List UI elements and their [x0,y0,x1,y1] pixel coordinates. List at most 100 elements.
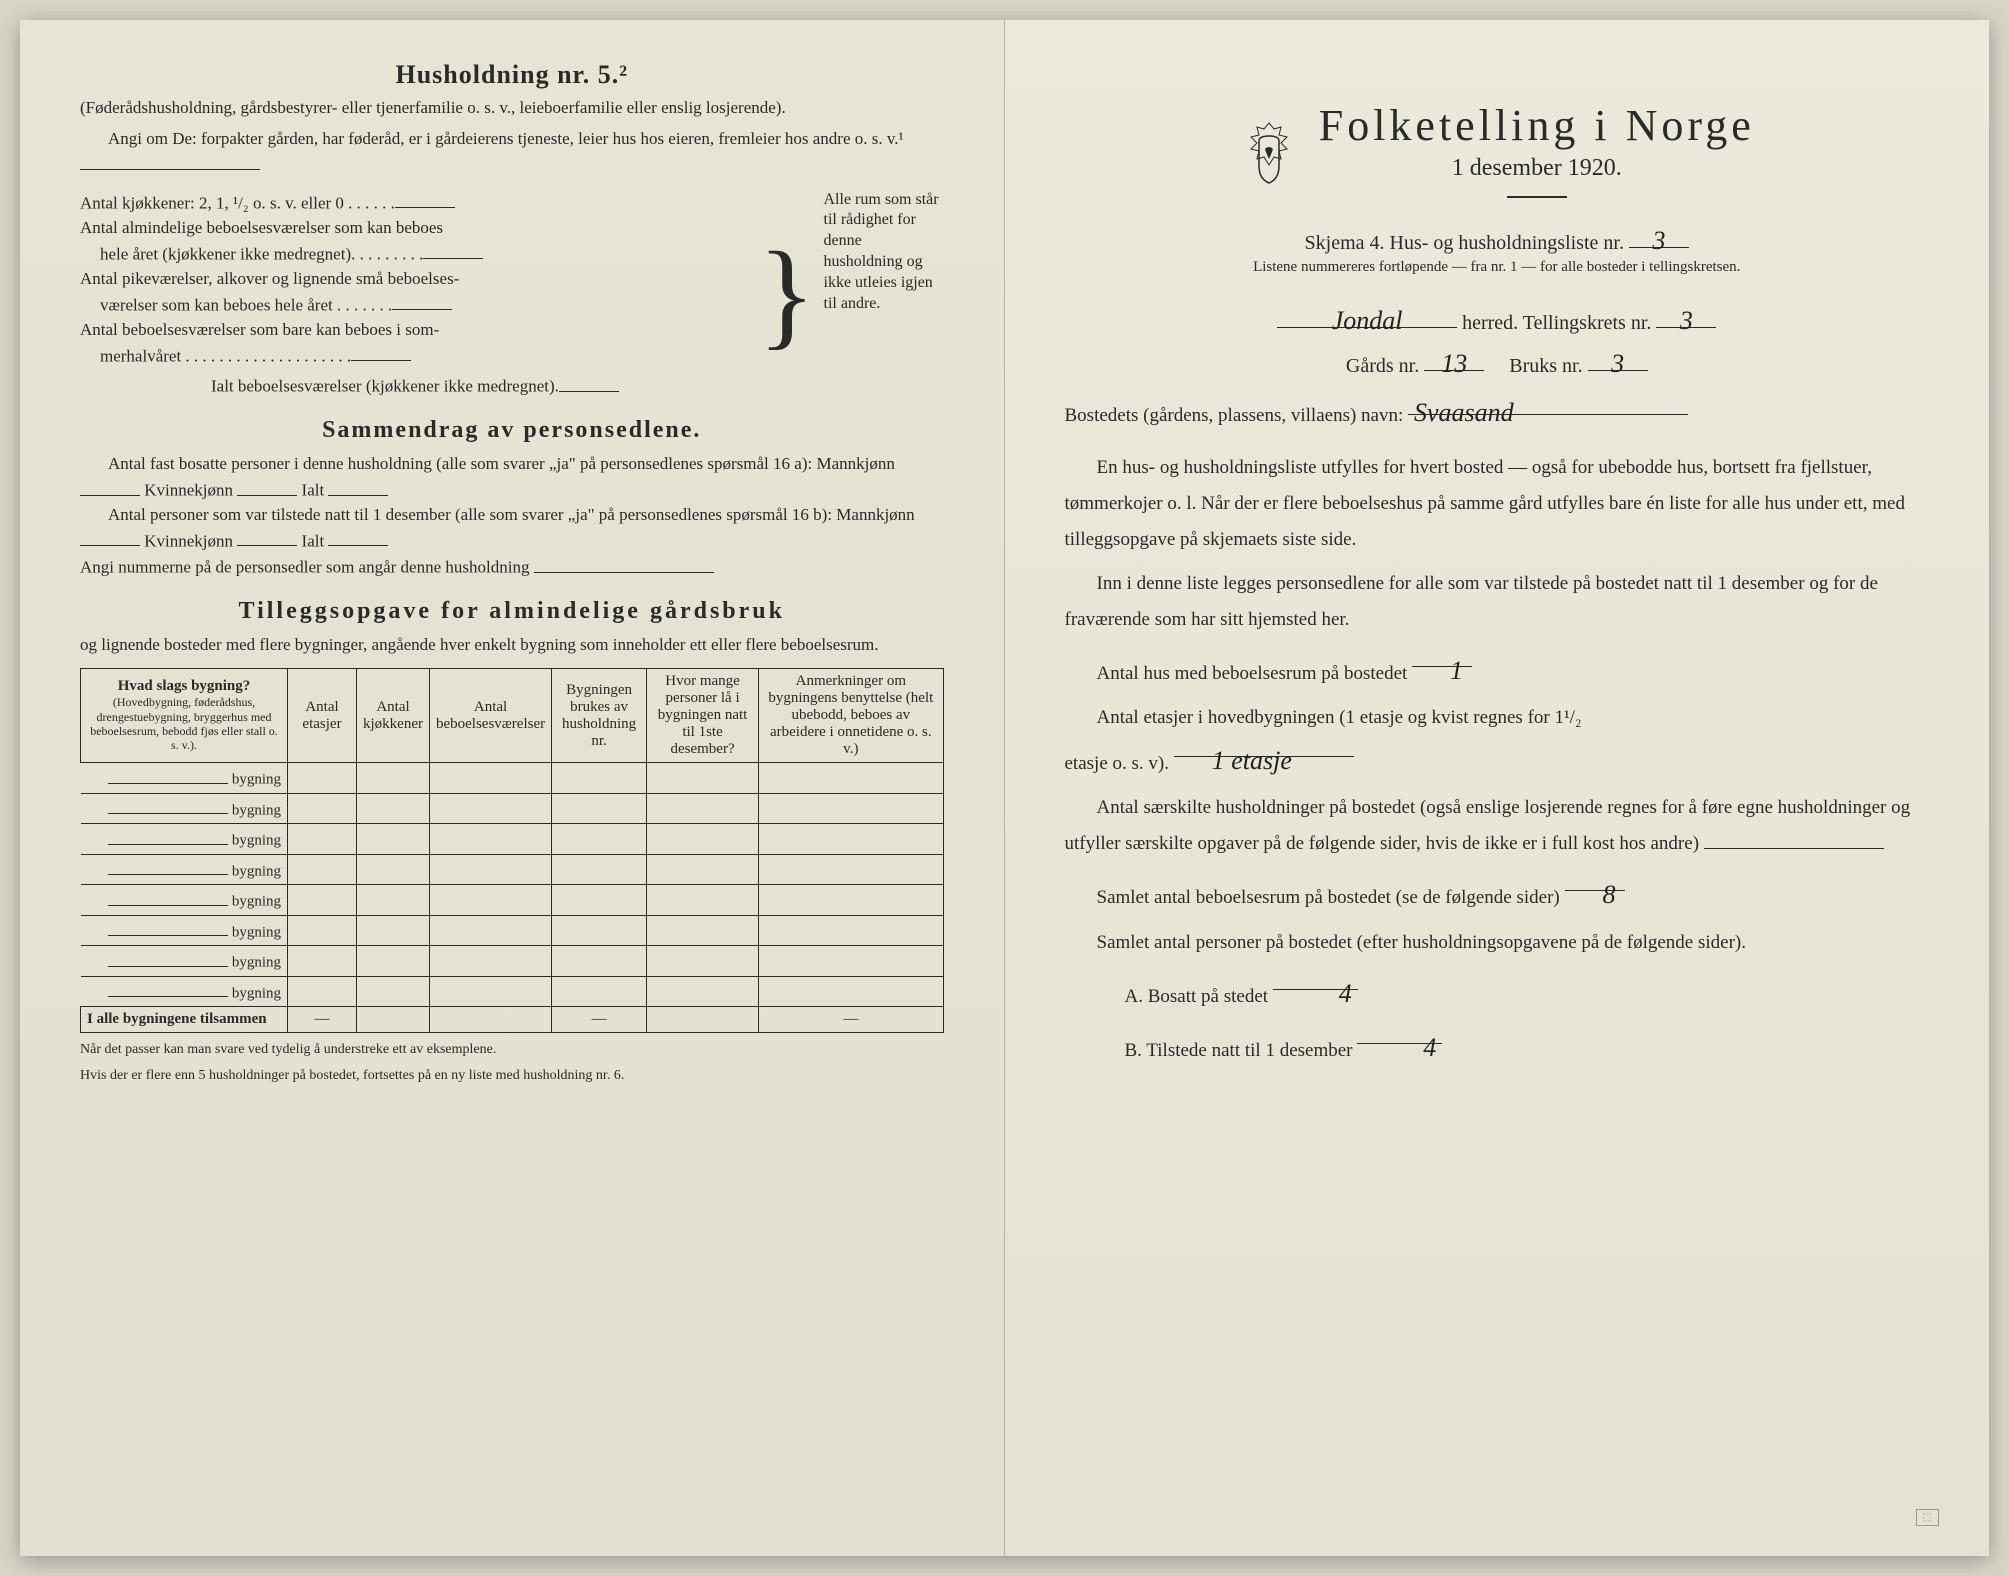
empty-cell [357,824,430,855]
empty-cell [647,793,759,824]
empty-cell [288,885,357,916]
empty-cell [429,885,551,916]
empty-cell [429,915,551,946]
blank [395,190,455,209]
empty-cell [429,946,551,977]
gards-label: Gårds nr. [1346,355,1419,377]
empty-cell [552,915,647,946]
h5-angi: Angi om De: forpakter gården, har føderå… [108,129,904,148]
tillegg-title: Tilleggsopgave for almindelige gårdsbruk [80,598,944,625]
bygning-cell: bygning [81,885,288,916]
q4: Samlet antal beboelsesrum på bostedet (s… [1097,887,1560,908]
samm-l3: Angi nummerne på de personsedler som ang… [80,558,529,577]
empty-cell [357,763,430,794]
k3a: Antal pikeværelser, alkover og lignende … [80,267,750,292]
bruks-val: 3 [1605,349,1630,378]
empty-cell [647,763,759,794]
empty-cell [647,854,759,885]
th3: Antal kjøkkener [357,669,430,763]
dash: — [288,1007,357,1033]
q4-val: 8 [1597,880,1622,909]
dash: — [552,1007,647,1033]
bygning-cell: bygning [81,824,288,855]
empty-cell [552,946,647,977]
k4b: merhalvåret . . . . . . . . . . . . . . … [100,346,351,365]
ialt2: Ialt [302,531,325,550]
th6: Hvor mange personer lå i bygningen natt … [647,669,759,763]
q1: Antal hus med beboelsesrum på bostedet [1097,663,1408,684]
skjema-label: Skjema 4. Hus- og husholdningsliste nr. [1305,232,1624,254]
table-row: bygning [81,946,944,977]
para1: En hus- og husholdningsliste utfylles fo… [1065,450,1930,558]
herred-val: Jondal [1326,306,1409,335]
empty-cell [288,793,357,824]
empty-cell [759,885,943,916]
print-mark: ⬚ [1916,1509,1939,1526]
empty-cell [429,763,551,794]
k-total: Ialt beboelsesværelser (kjøkkener ikke m… [211,377,559,396]
th1: Hvad slags bygning? [87,678,281,695]
blank [328,477,388,496]
samm-l2: Antal personer som var tilstede natt til… [108,505,915,524]
empty-cell [357,885,430,916]
footnote2: Hvis der er flere enn 5 husholdninger på… [80,1067,944,1085]
herred-label: herred. Tellingskrets nr. [1462,312,1651,334]
dash: — [759,1007,943,1033]
empty-cell [429,854,551,885]
coat-of-arms-icon [1239,121,1299,191]
husholdning-5-title: Husholdning nr. 5.² [80,60,944,90]
empty-cell [759,824,943,855]
blank [80,528,140,547]
samm-l1: Antal fast bosatte personer i denne hush… [108,454,895,473]
empty-cell [288,946,357,977]
blank-line [80,151,260,170]
empty-cell [647,946,759,977]
qA-val: 4 [1333,979,1358,1008]
empty-cell [288,976,357,1007]
bygning-cell: bygning [81,976,288,1007]
blank [351,343,411,362]
empty-cell [759,793,943,824]
bosted-val: Svaasand [1408,398,1520,427]
listene: Listene nummereres fortløpende — fra nr.… [1065,259,1930,276]
kvinne2: Kvinnekjønn [144,531,233,550]
k2b: hele året (kjøkkener ikke medregnet). . … [100,244,423,263]
empty-cell [647,915,759,946]
empty-cell [288,915,357,946]
th5: Bygningen brukes av husholdning nr. [552,669,647,763]
table-row: bygning [81,763,944,794]
empty-cell [357,976,430,1007]
q2-val: 1 etasje [1206,746,1298,775]
empty-cell [759,854,943,885]
empty-cell [647,976,759,1007]
h5-parenthesis: (Føderådshusholdning, gårdsbestyrer- ell… [80,96,944,121]
empty-cell [429,976,551,1007]
table-row: bygning [81,824,944,855]
document-spread: Husholdning nr. 5.² (Føderådshusholdning… [20,20,1989,1556]
th7: Anmerkninger om bygningens benyttelse (h… [759,669,943,763]
empty-cell [429,793,551,824]
q2b: etasje o. s. v). [1065,753,1169,774]
blank [534,554,714,573]
skjema-val: 3 [1646,226,1671,255]
k4a: Antal beboelsesværelser som bare kan beb… [80,318,750,343]
bygning-cell: bygning [81,915,288,946]
empty-cell [552,976,647,1007]
empty-cell [552,854,647,885]
date: 1 desember 1920. [1319,155,1755,182]
empty-cell [288,763,357,794]
table-row: bygning [81,793,944,824]
main-title: Folketelling i Norge [1319,100,1755,151]
qB: B. Tilstede natt til 1 desember [1125,1040,1353,1061]
qA: A. Bosatt på stedet [1125,986,1269,1007]
blank [80,477,140,496]
bygning-cell: bygning [81,946,288,977]
table-row: bygning [81,976,944,1007]
bosted-label: Bostedets (gårdens, plassens, villaens) … [1065,405,1404,426]
kvinne: Kvinnekjønn [144,481,233,500]
qB-val: 4 [1417,1033,1442,1062]
th4: Antal beboelsesværelser [429,669,551,763]
table-row: bygning [81,915,944,946]
bygning-cell: bygning [81,854,288,885]
divider [1507,196,1567,198]
